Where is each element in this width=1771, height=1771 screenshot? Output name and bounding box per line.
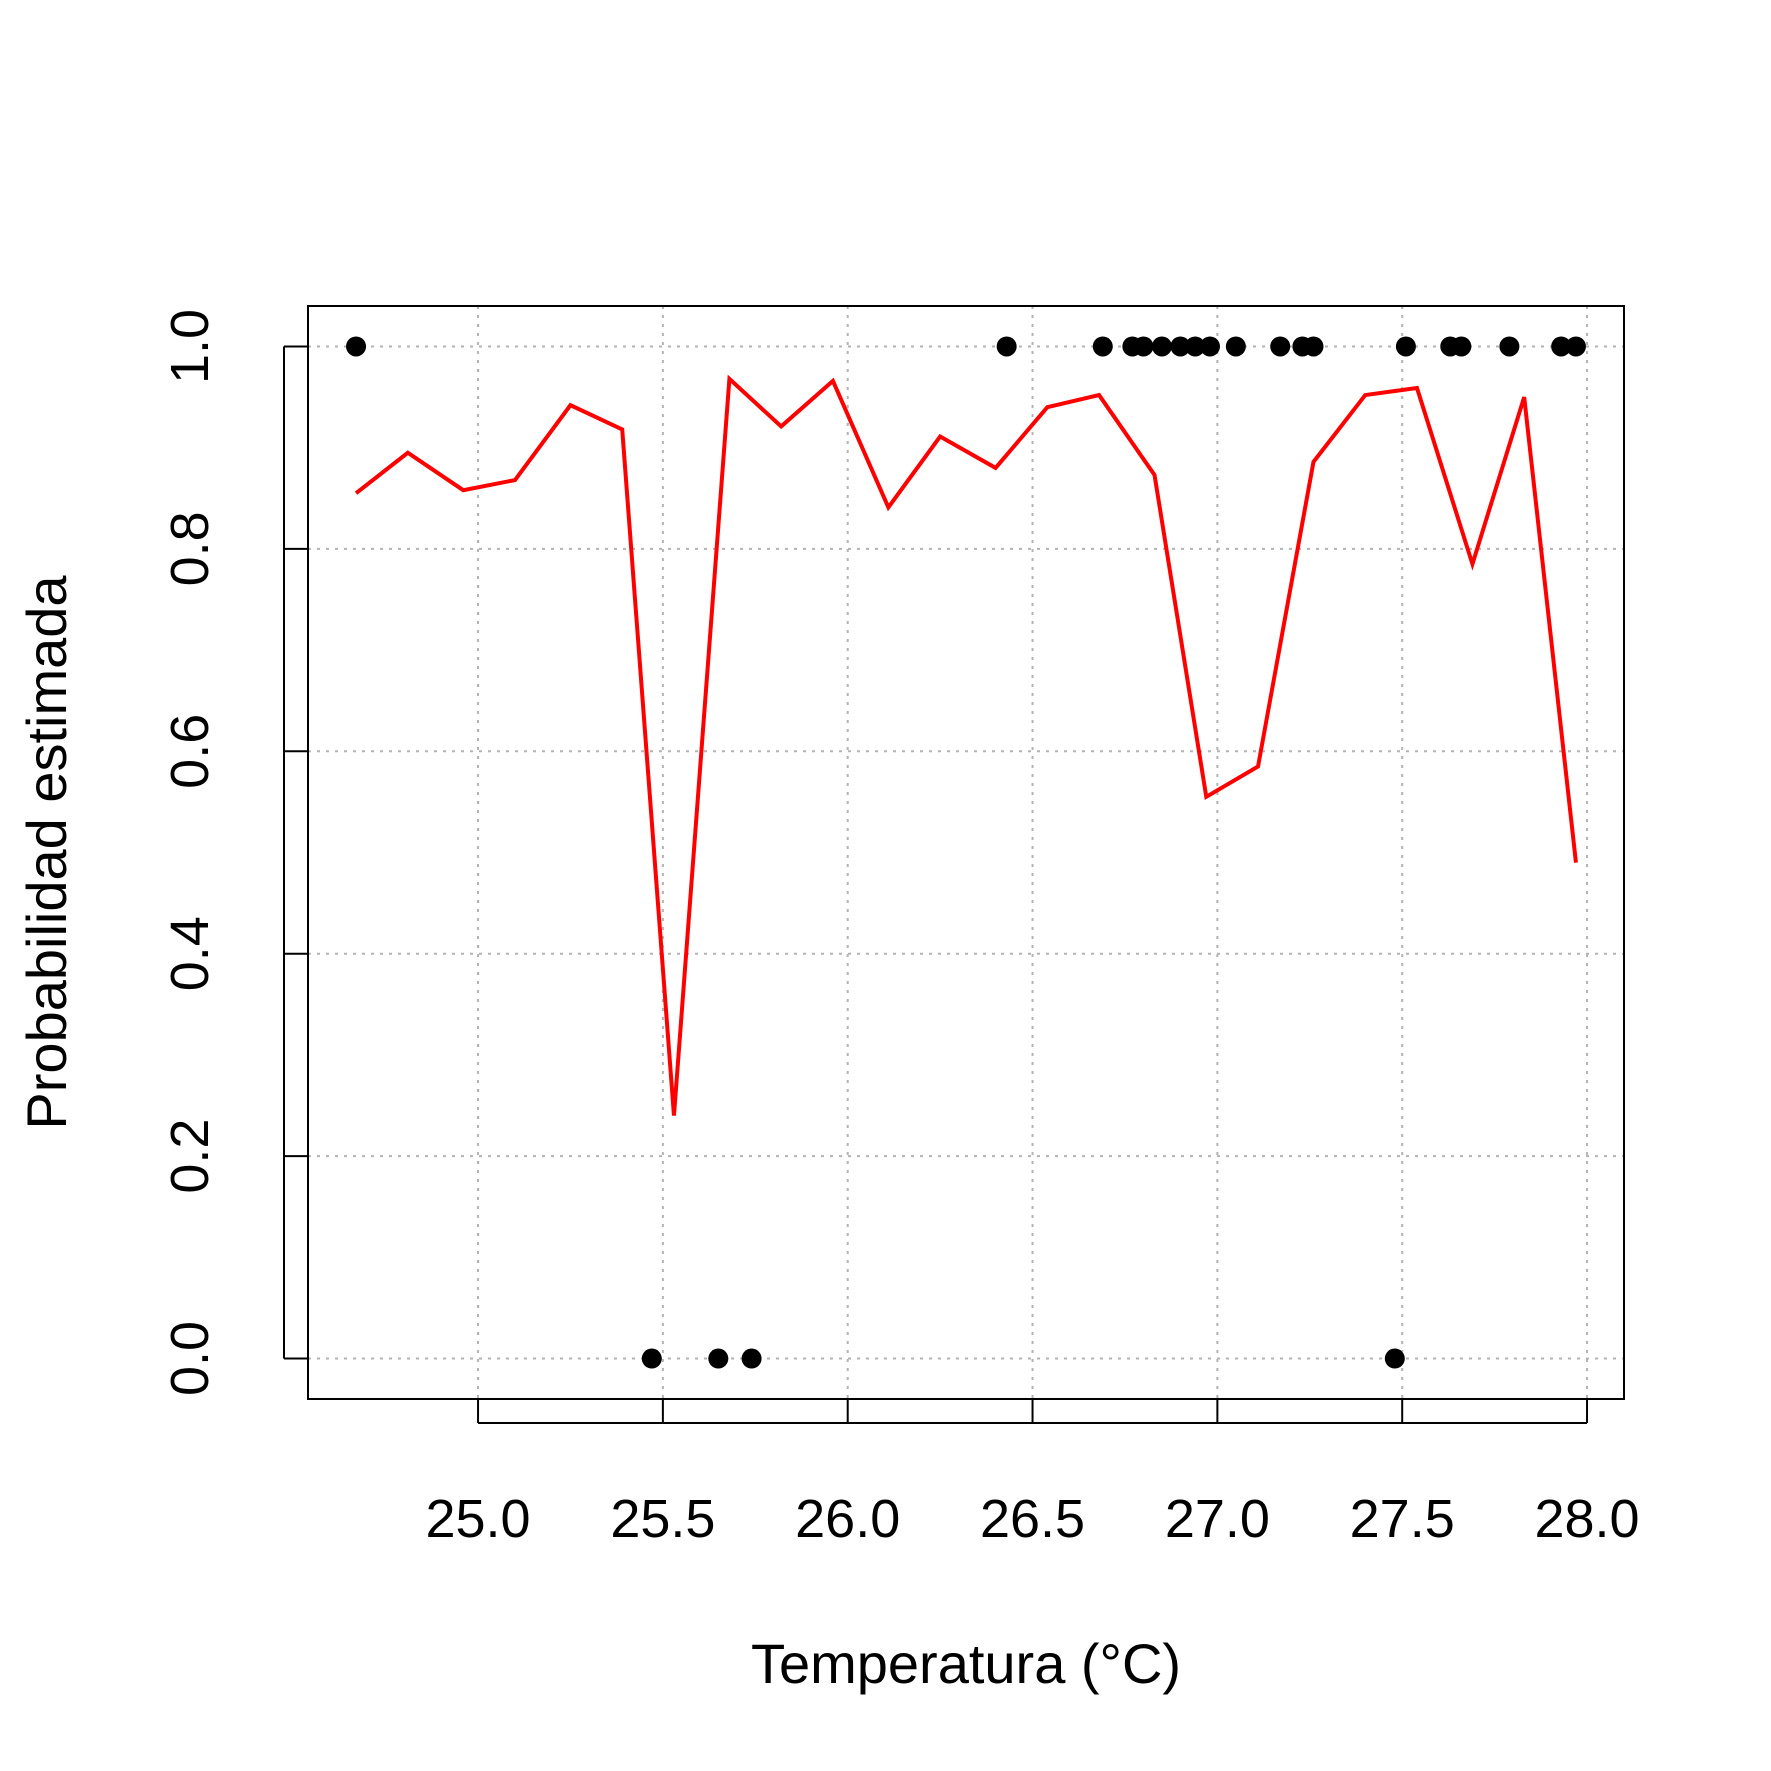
y-tick-label: 0.4	[160, 916, 220, 991]
observation-point	[1395, 336, 1416, 357]
plot-frame	[307, 305, 1625, 1400]
observation-point	[1551, 336, 1572, 357]
x-tick-label: 25.0	[425, 1489, 530, 1549]
observation-point	[1199, 336, 1220, 357]
observation-point	[996, 336, 1017, 357]
observation-point	[1225, 336, 1246, 357]
probability-line	[354, 374, 1578, 1116]
y-tick-label: 0.0	[160, 1321, 220, 1396]
observation-point	[1092, 336, 1113, 357]
x-tick-label: 27.0	[1165, 1489, 1270, 1549]
axis-layer: 25.0 25.5 26.0 26.5 27.0 27.5 28.0 0.0 0.2 0.4 0.6…	[160, 309, 1640, 1549]
x-tick-label: 28.0	[1534, 1489, 1639, 1549]
observation-point	[641, 1348, 662, 1369]
x-tick-label: 25.5	[610, 1489, 715, 1549]
observation-point	[1170, 336, 1191, 357]
observation-point	[1270, 336, 1291, 357]
observation-point	[1303, 336, 1324, 357]
observation-point	[1133, 336, 1154, 357]
x-tick-label: 26.0	[795, 1489, 900, 1549]
y-tick-label: 0.6	[160, 714, 220, 789]
observation-point	[1451, 336, 1472, 357]
observation-point	[1499, 336, 1520, 357]
observation-point	[1151, 336, 1172, 357]
grid-layer	[308, 306, 1624, 1399]
observation-point	[741, 1348, 762, 1369]
y-tick-label: 1.0	[160, 309, 220, 384]
x-axis-title: Temperatura (°C)	[751, 1632, 1181, 1695]
observation-point	[708, 1348, 729, 1369]
x-tick-label: 27.5	[1350, 1489, 1455, 1549]
observation-point	[1384, 1348, 1405, 1369]
observation-point	[1185, 336, 1206, 357]
y-axis-title: Probabilidad estimada	[15, 575, 78, 1130]
observation-point	[1565, 336, 1586, 357]
y-tick-label: 0.8	[160, 511, 220, 586]
line-series-layer	[354, 374, 1578, 1116]
y-tick-label: 0.2	[160, 1119, 220, 1194]
x-tick-label: 26.5	[980, 1489, 1085, 1549]
observation-point	[346, 336, 367, 357]
point-series-layer	[346, 336, 1586, 1369]
